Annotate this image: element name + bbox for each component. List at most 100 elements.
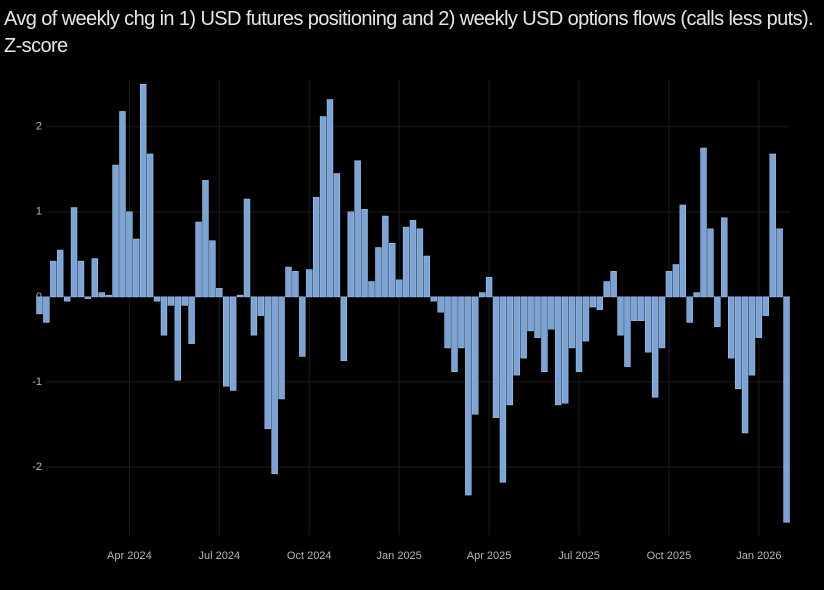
- bar: [395, 279, 403, 298]
- bar: [77, 260, 85, 298]
- bar: [665, 271, 673, 298]
- bar: [326, 99, 334, 298]
- bar: [727, 296, 735, 359]
- bar: [126, 211, 133, 298]
- y-tick-label: -2: [32, 461, 42, 473]
- bar: [216, 288, 223, 298]
- bar: [264, 296, 271, 429]
- bar: [174, 296, 182, 381]
- bar: [561, 296, 569, 404]
- bar: [319, 116, 327, 298]
- bar: [582, 296, 590, 342]
- bar: [84, 296, 92, 299]
- bar: [610, 271, 617, 298]
- bar: [672, 264, 680, 298]
- bar: [312, 197, 320, 298]
- bar: [146, 153, 154, 298]
- bar: [631, 296, 638, 321]
- y-tick-label: -1: [32, 376, 42, 388]
- bar: [527, 296, 534, 332]
- bar: [617, 296, 624, 336]
- bar: [478, 292, 486, 298]
- bar: [679, 204, 686, 298]
- bar: [721, 217, 728, 298]
- bar: [278, 296, 285, 400]
- x-tick-label: Apr 2024: [107, 550, 152, 562]
- bar: [402, 226, 410, 298]
- bar: [236, 294, 244, 298]
- bar: [534, 296, 541, 338]
- bar: [499, 296, 507, 483]
- bar: [160, 296, 168, 336]
- bar: [444, 296, 451, 349]
- x-tick-label: Oct 2024: [287, 550, 332, 562]
- bar: [347, 211, 354, 298]
- bar: [333, 173, 341, 298]
- bar: [36, 296, 43, 315]
- x-tick-label: Apr 2025: [467, 550, 512, 562]
- bar: [257, 296, 265, 316]
- bar: [98, 292, 105, 298]
- x-tick-label: Jan 2025: [377, 550, 422, 562]
- bar: [306, 269, 313, 298]
- bar: [638, 296, 645, 321]
- bar: [714, 296, 721, 327]
- bar: [755, 296, 763, 338]
- bar: [748, 296, 756, 376]
- bar: [140, 83, 147, 298]
- bar: [548, 296, 555, 330]
- bar: [285, 266, 292, 298]
- y-tick-label: 2: [36, 121, 42, 133]
- bar: [644, 296, 652, 353]
- bar: [105, 294, 112, 298]
- bar: [119, 111, 126, 298]
- bar: [603, 281, 610, 298]
- bar: [686, 296, 693, 323]
- bar: [63, 296, 71, 302]
- bar: [375, 247, 382, 298]
- bar: [43, 296, 50, 323]
- bar: [700, 147, 707, 298]
- bar: [243, 198, 251, 298]
- bar: [783, 296, 790, 523]
- bar: [209, 240, 216, 298]
- bar: [223, 296, 230, 387]
- bar: [250, 296, 258, 336]
- bar: [57, 249, 64, 298]
- bar: [70, 207, 78, 298]
- bar: [382, 215, 389, 298]
- bar: [651, 296, 659, 398]
- bar: [167, 296, 175, 306]
- bar: [50, 260, 57, 298]
- bar: [596, 296, 603, 310]
- y-tick-label: 1: [36, 206, 42, 218]
- x-tick-label: Oct 2025: [647, 550, 692, 562]
- x-tick-label: Jan 2026: [736, 550, 781, 562]
- bar: [340, 296, 348, 361]
- bar: [776, 228, 783, 298]
- bar: [693, 292, 700, 298]
- bar: [409, 220, 417, 298]
- bar: [707, 228, 714, 298]
- x-tick-label: Jul 2024: [199, 550, 241, 562]
- bar: [430, 296, 437, 302]
- bar: [416, 228, 424, 298]
- bar: [292, 271, 299, 298]
- bar: [153, 296, 161, 302]
- bar: [112, 164, 119, 298]
- bar: [91, 258, 99, 298]
- bar: [492, 296, 500, 418]
- bar: [541, 296, 548, 373]
- bar: [513, 296, 520, 376]
- bar: [624, 296, 631, 367]
- bar: [520, 296, 527, 359]
- bar: [368, 281, 375, 298]
- bar: [361, 208, 368, 298]
- bar: [133, 238, 140, 298]
- bar: [769, 153, 776, 298]
- bar: [734, 296, 742, 390]
- bar: [181, 296, 188, 306]
- bar: [485, 277, 493, 298]
